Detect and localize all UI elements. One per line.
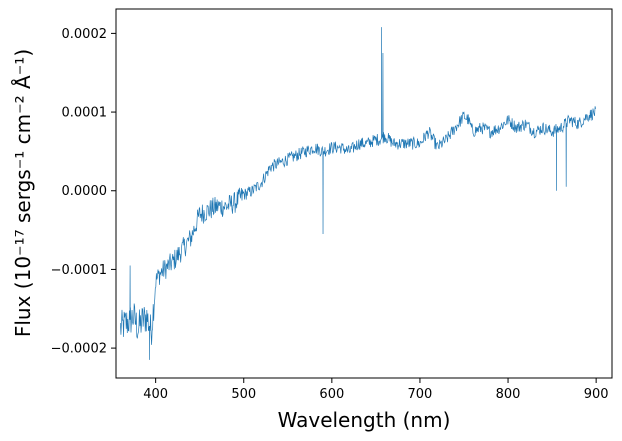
plot-area xyxy=(116,9,612,378)
x-tick-label: 700 xyxy=(408,387,433,402)
x-axis-label: Wavelength (nm) xyxy=(278,408,451,432)
y-tick-label: −0.0002 xyxy=(51,342,107,357)
plot-frame xyxy=(115,8,613,379)
y-tick-label: 0.0002 xyxy=(62,27,108,42)
y-tick-label: 0.0001 xyxy=(62,106,108,121)
y-tick-label: −0.0001 xyxy=(51,263,107,278)
x-tick-label: 400 xyxy=(143,387,168,402)
x-tick-label: 500 xyxy=(231,387,256,402)
x-tick-label: 800 xyxy=(496,387,521,402)
spectrum-line xyxy=(120,27,596,360)
x-tick-label: 900 xyxy=(584,387,609,402)
x-tick-label: 600 xyxy=(319,387,344,402)
y-tick-label: 0.0000 xyxy=(62,184,108,199)
y-axis-label: Flux (10⁻¹⁷ sergs⁻¹ cm⁻² Å⁻¹) xyxy=(11,49,35,337)
